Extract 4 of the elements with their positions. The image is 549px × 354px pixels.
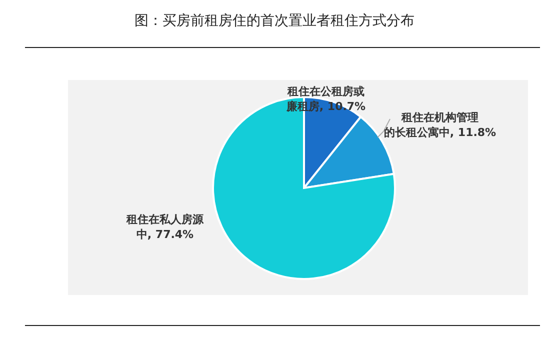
slice-label: 租住在私人房源中, 77.4% (126, 213, 204, 241)
chart-title: 图：买房前租房住的首次置业者租住方式分布 (134, 12, 416, 30)
pie-slice (212, 96, 396, 280)
slice-label: 租住在机构管理的长租公寓中, 11.8% (384, 111, 496, 139)
